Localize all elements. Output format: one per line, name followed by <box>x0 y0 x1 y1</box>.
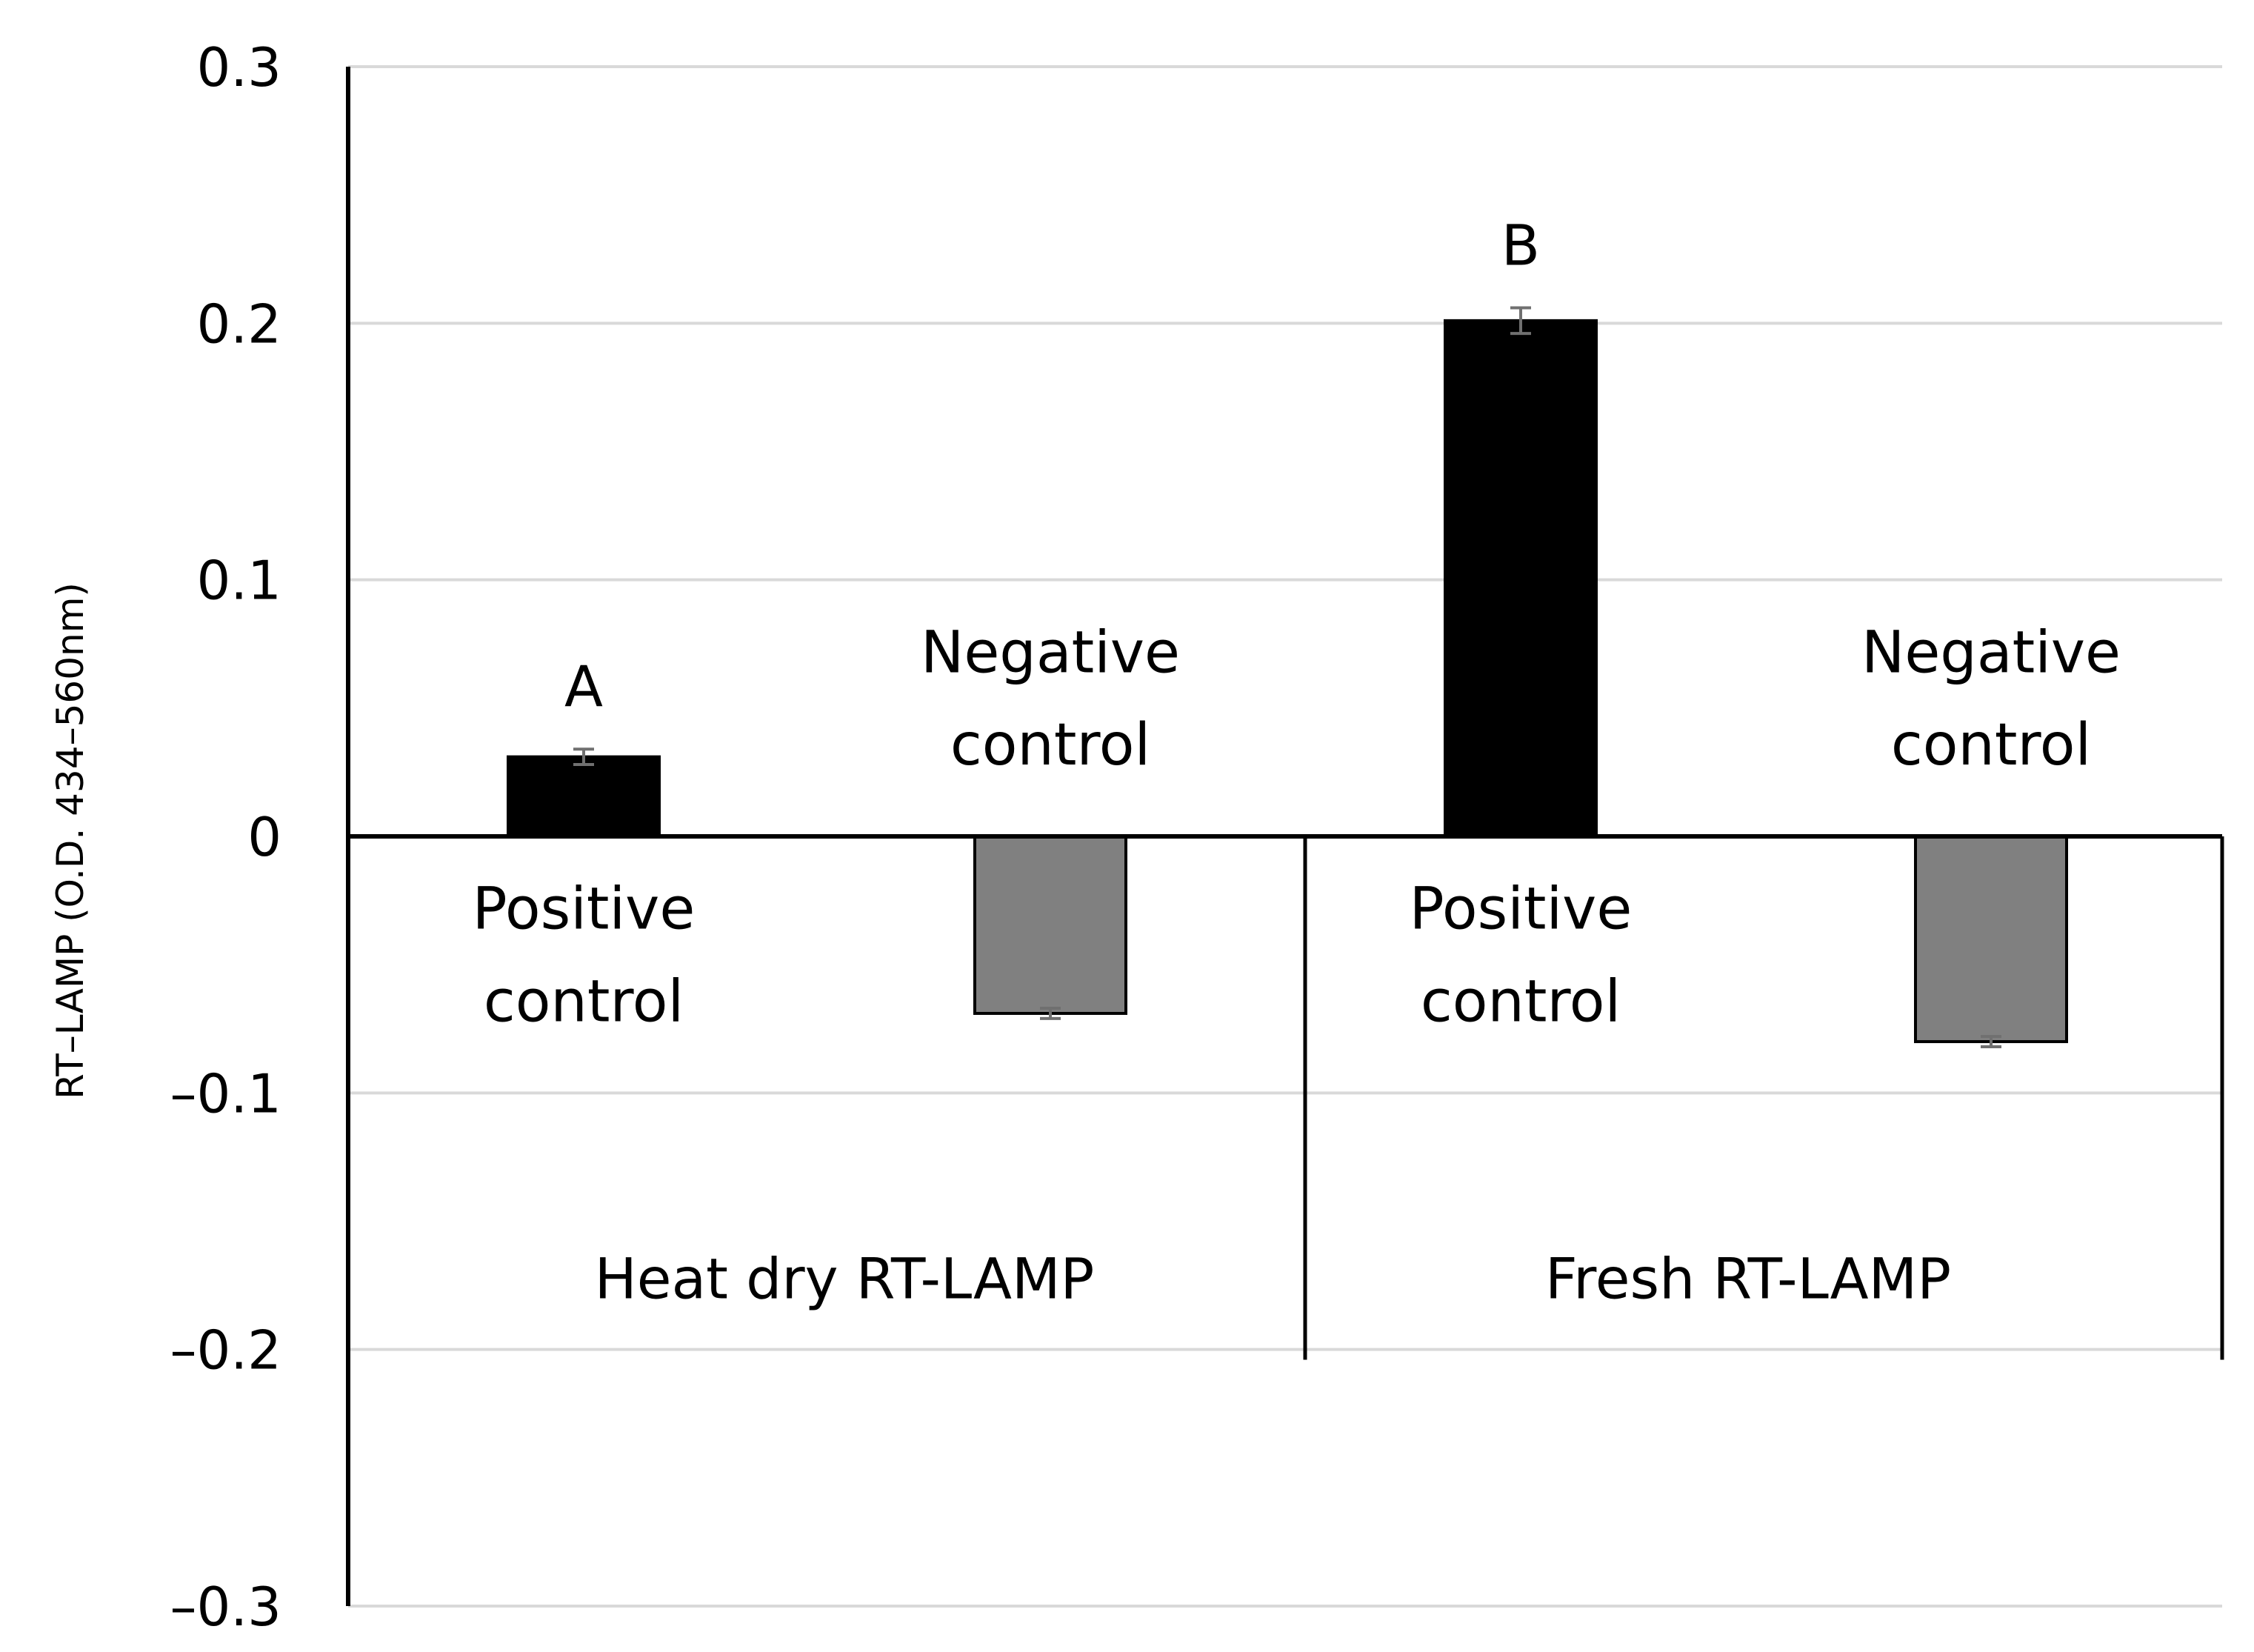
y-axis-title: RT–LAMP (O.D. 434–560nm) <box>49 582 92 1099</box>
category-label: control <box>1421 968 1621 1035</box>
category-labels: Positive control A Negative control Positive c… <box>473 213 2121 1312</box>
y-tick-labels: 0.3 0.2 0.1 0 –0.1 –0.2 –0.3 <box>170 36 281 1638</box>
significance-letter: B <box>1501 213 1540 279</box>
category-label: control <box>484 968 684 1035</box>
category-label: Negative <box>1861 619 2121 686</box>
bars <box>507 306 2068 1048</box>
y-tick-label: 0.2 <box>196 293 281 355</box>
group-label: Heat dry RT-LAMP <box>595 1245 1095 1311</box>
bar <box>1444 319 1598 838</box>
bar <box>973 835 1127 1015</box>
y-tick-label: –0.2 <box>170 1319 281 1382</box>
y-tick-label: –0.3 <box>170 1576 281 1638</box>
category-label: Negative <box>921 619 1180 686</box>
significance-letter: A <box>564 653 603 719</box>
gridlines <box>348 65 2222 1608</box>
y-tick-label: –0.1 <box>170 1062 281 1125</box>
category-label: Positive <box>1410 876 1633 943</box>
bar <box>1914 835 2068 1044</box>
axes <box>346 67 2224 1606</box>
y-tick-label: 0.1 <box>196 550 281 612</box>
category-label: control <box>950 712 1150 779</box>
category-label: Positive <box>473 876 696 943</box>
category-label: control <box>1891 712 2091 779</box>
y-tick-label: 0 <box>247 806 281 868</box>
bar <box>507 755 661 838</box>
group-label: Fresh RT-LAMP <box>1545 1245 1951 1311</box>
y-tick-label: 0.3 <box>196 36 281 99</box>
